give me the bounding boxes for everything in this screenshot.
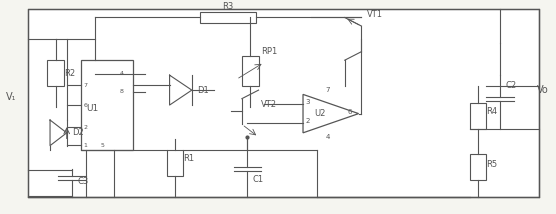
Bar: [470, 103, 486, 129]
Bar: [47, 60, 64, 86]
Text: C3: C3: [78, 177, 89, 186]
Text: D2: D2: [72, 128, 84, 137]
Text: 8: 8: [120, 89, 123, 94]
Text: 1: 1: [83, 143, 87, 148]
Bar: [200, 12, 256, 23]
Text: R1: R1: [183, 154, 195, 163]
Text: RP1: RP1: [261, 47, 277, 56]
Text: 6: 6: [83, 103, 87, 108]
Text: V₁: V₁: [6, 92, 16, 101]
Text: VT2: VT2: [261, 100, 277, 109]
Text: U1: U1: [86, 104, 98, 113]
Text: 7: 7: [83, 83, 87, 88]
Text: U2: U2: [314, 109, 325, 118]
Text: D1: D1: [197, 86, 209, 95]
Text: C1: C1: [253, 175, 264, 184]
Text: 7: 7: [325, 87, 330, 93]
Text: 2: 2: [83, 125, 87, 130]
Text: R4: R4: [486, 107, 498, 116]
Text: 5: 5: [100, 143, 104, 148]
Bar: [167, 150, 183, 175]
Text: R5: R5: [486, 160, 498, 169]
Text: 3: 3: [306, 99, 310, 105]
Text: R3: R3: [222, 2, 234, 11]
Text: 6: 6: [348, 109, 352, 115]
Text: Vo: Vo: [537, 85, 548, 95]
Bar: [28, 9, 539, 197]
Text: VT1: VT1: [367, 10, 383, 19]
Text: 2: 2: [306, 118, 310, 124]
Bar: [470, 154, 486, 180]
Bar: [242, 56, 259, 86]
Text: C2: C2: [506, 81, 517, 90]
Text: R2: R2: [64, 68, 75, 77]
Text: 4: 4: [120, 71, 123, 76]
Text: 4: 4: [325, 134, 330, 140]
Bar: [81, 60, 133, 150]
